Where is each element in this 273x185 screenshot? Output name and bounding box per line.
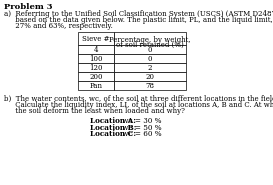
Text: wc = 60 %: wc = 60 % [120, 130, 161, 138]
Bar [114, 81, 186, 90]
Text: b)  The water contents, wc, of the soil at three different locations in the fiel: b) The water contents, wc, of the soil a… [4, 95, 273, 103]
Text: based on the data given below. The plastic limit, PL, and the liquid limit, LL, : based on the data given below. The plast… [4, 16, 273, 24]
Bar [114, 45, 186, 54]
Text: 0: 0 [148, 46, 152, 54]
Bar [114, 63, 186, 72]
Text: 100: 100 [89, 55, 103, 63]
Text: Calculate the liquidity index, LI, of the soil at locations A, B and C. At which: Calculate the liquidity index, LI, of th… [4, 101, 273, 109]
Text: Location B:: Location B: [90, 124, 136, 132]
Text: the soil deform the least when loaded and why?: the soil deform the least when loaded an… [4, 107, 185, 115]
Text: 4: 4 [94, 46, 98, 54]
Bar [78, 81, 114, 90]
Text: of soil retained (%): of soil retained (%) [116, 41, 184, 49]
Bar [114, 54, 186, 63]
Text: wc = 30 %: wc = 30 % [120, 117, 161, 125]
Text: 78: 78 [146, 82, 155, 90]
Bar [114, 32, 186, 45]
Text: 200: 200 [89, 73, 103, 81]
Text: 2: 2 [148, 64, 152, 72]
Bar [114, 72, 186, 81]
Text: 0: 0 [148, 55, 152, 63]
Text: 120: 120 [89, 64, 103, 72]
Text: wc = 50 %: wc = 50 % [120, 124, 161, 132]
Text: Pan: Pan [90, 82, 102, 90]
Bar [78, 72, 114, 81]
Text: Location C:: Location C: [90, 130, 136, 138]
Text: Sieve #: Sieve # [82, 35, 110, 43]
Text: a)  Referring to the Unified Soil Classification System (USCS) (ASTM D2487), cla: a) Referring to the Unified Soil Classif… [4, 9, 273, 18]
Text: Location A:: Location A: [90, 117, 136, 125]
Text: 27% and 63%, respectively.: 27% and 63%, respectively. [4, 22, 113, 30]
Text: Problem 3: Problem 3 [4, 3, 52, 11]
Bar [78, 32, 114, 45]
Text: 20: 20 [146, 73, 155, 81]
Text: Percentage, by weight,: Percentage, by weight, [109, 36, 191, 44]
Bar [78, 54, 114, 63]
Bar [78, 45, 114, 54]
Bar [78, 63, 114, 72]
